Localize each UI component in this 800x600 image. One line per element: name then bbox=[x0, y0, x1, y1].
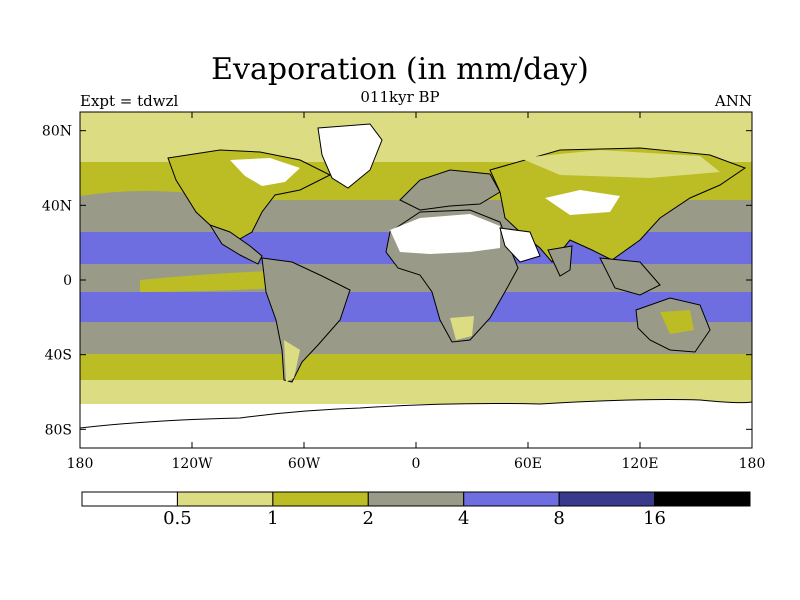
sahara bbox=[390, 214, 500, 254]
asia bbox=[489, 147, 747, 263]
x-tick-label: 60W bbox=[288, 456, 321, 472]
colorbar-label: 0.5 bbox=[163, 508, 192, 529]
colorbar-label: 16 bbox=[643, 508, 666, 529]
colorbar-swatch bbox=[367, 491, 465, 507]
colorbar-swatch bbox=[558, 491, 656, 507]
canada-white bbox=[230, 158, 300, 186]
colorbar-swatch bbox=[654, 491, 751, 507]
south-america bbox=[261, 257, 351, 383]
central-asia-desert bbox=[545, 190, 620, 215]
x-tick-label: 60E bbox=[514, 456, 542, 472]
patagonia bbox=[284, 340, 300, 382]
y-tick-label: 40S bbox=[45, 348, 72, 364]
y-axis: 80N 40N 0 40S 80S bbox=[42, 124, 752, 438]
colorbar-label: 4 bbox=[458, 508, 469, 529]
season-label: ANN bbox=[714, 92, 752, 110]
chart-title: Evaporation (in mm/day) bbox=[211, 52, 589, 87]
colorbar-label: 8 bbox=[553, 508, 564, 529]
x-tick-label: 180 bbox=[739, 456, 766, 472]
map-area bbox=[80, 112, 752, 448]
x-tick-label: 180 bbox=[67, 456, 94, 472]
colorbar-swatch bbox=[81, 491, 178, 507]
colorbar-label: 1 bbox=[267, 508, 278, 529]
chart-subtitle: 011kyr BP bbox=[360, 88, 440, 106]
x-tick-label: 120W bbox=[171, 456, 213, 472]
colorbar-swatch bbox=[272, 491, 369, 507]
x-tick-label: 120E bbox=[622, 456, 659, 472]
band-southern-ocean-olive bbox=[80, 352, 752, 380]
y-tick-label: 80S bbox=[45, 422, 72, 438]
australia-interior bbox=[660, 310, 694, 334]
y-tick-label: 80N bbox=[42, 124, 72, 140]
colorbar-swatch bbox=[463, 491, 560, 507]
y-tick-label: 0 bbox=[63, 273, 72, 289]
southeast-asia bbox=[599, 257, 661, 296]
siberia-light bbox=[520, 150, 720, 178]
kalahari bbox=[450, 316, 474, 340]
x-tick-label: 0 bbox=[412, 456, 421, 472]
north-america-south bbox=[208, 224, 263, 265]
x-axis: 180 120W 60W 0 60E 120E 180 bbox=[67, 112, 766, 472]
colorbar-label: 2 bbox=[363, 508, 374, 529]
greenland bbox=[317, 123, 383, 189]
y-tick-label: 40N bbox=[42, 198, 72, 214]
india bbox=[547, 245, 573, 277]
colorbar: 0.5 1 2 4 8 16 bbox=[81, 491, 751, 529]
arabia bbox=[499, 227, 541, 263]
experiment-label: Expt = tdwzl bbox=[80, 92, 179, 110]
colorbar-swatch bbox=[176, 491, 274, 507]
antarctica bbox=[80, 399, 752, 448]
